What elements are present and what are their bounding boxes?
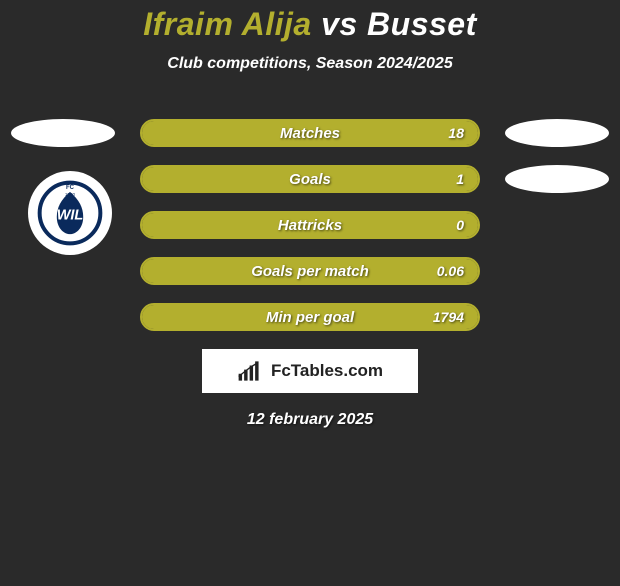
vs-text: vs <box>321 6 358 42</box>
stat-label: Min per goal <box>266 309 354 326</box>
club-badge-icon: WIL FC 1900 <box>37 180 103 246</box>
stat-row: Matches 18 <box>0 119 620 147</box>
stat-row: Goals per match 0.06 <box>0 257 620 285</box>
stat-value: 0.06 <box>437 263 464 279</box>
stat-label: Goals per match <box>251 263 369 280</box>
subtitle: Club competitions, Season 2024/2025 <box>0 55 620 73</box>
svg-text:WIL: WIL <box>57 208 84 224</box>
stat-value: 0 <box>456 217 464 233</box>
stat-pill-gpm: Goals per match 0.06 <box>140 257 480 285</box>
stat-value: 18 <box>448 125 464 141</box>
stat-pill-mpg: Min per goal 1794 <box>140 303 480 331</box>
stats-stage: Matches 18 WIL FC 1900 Goals 1 Hatt <box>0 119 620 331</box>
stat-pill-matches: Matches 18 <box>140 119 480 147</box>
brand-chart-icon <box>237 360 265 382</box>
snapshot-date: 12 february 2025 <box>0 411 620 429</box>
stat-row: Min per goal 1794 <box>0 303 620 331</box>
player1-ellipse <box>11 119 115 147</box>
stat-pill-hattricks: Hattricks 0 <box>140 211 480 239</box>
player2-name: Busset <box>367 6 477 42</box>
right-ellipse-slot <box>502 119 612 147</box>
player2-ellipse <box>505 119 609 147</box>
brand-text: FcTables.com <box>271 361 383 381</box>
stat-label: Goals <box>289 171 331 188</box>
brand-box: FcTables.com <box>202 349 418 393</box>
player1-name: Ifraim Alija <box>143 6 311 42</box>
left-ellipse-slot <box>8 119 118 147</box>
stat-pill-goals: Goals 1 <box>140 165 480 193</box>
svg-text:1900: 1900 <box>65 192 76 197</box>
club-badge: WIL FC 1900 <box>28 171 112 255</box>
right-ellipse-slot <box>502 165 612 193</box>
stat-label: Hattricks <box>278 217 342 234</box>
comparison-title: Ifraim Alija vs Busset <box>0 6 620 43</box>
stat-value: 1794 <box>433 309 464 325</box>
player2-ellipse <box>505 165 609 193</box>
stat-label: Matches <box>280 125 340 142</box>
svg-text:FC: FC <box>66 185 75 191</box>
stat-value: 1 <box>456 171 464 187</box>
